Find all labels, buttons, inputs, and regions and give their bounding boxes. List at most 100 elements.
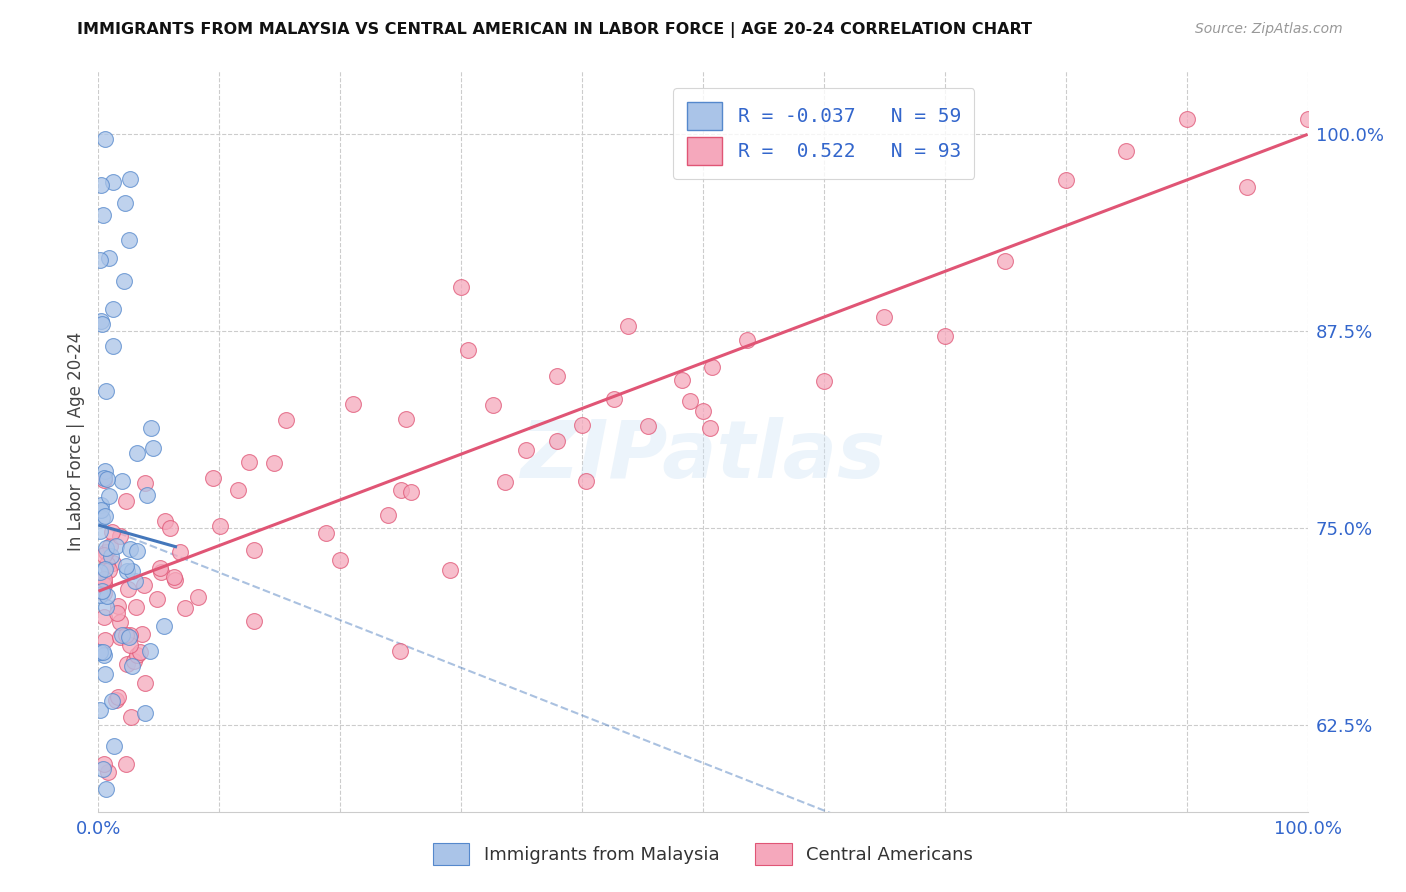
Point — [89, 645, 111, 659]
Y-axis label: In Labor Force | Age 20-24: In Labor Force | Age 20-24 — [66, 332, 84, 551]
Point — [700, 359, 723, 374]
Point — [115, 628, 138, 642]
Point — [114, 757, 136, 772]
Point — [117, 564, 139, 578]
Point — [110, 529, 132, 543]
Point — [571, 417, 593, 432]
Point — [103, 739, 125, 753]
Point — [107, 690, 129, 704]
Point — [457, 343, 479, 358]
Point — [1236, 179, 1258, 194]
Point — [131, 626, 153, 640]
Point — [91, 645, 114, 659]
Point — [93, 578, 115, 592]
Point — [315, 525, 337, 540]
Point — [679, 394, 702, 409]
Point — [121, 564, 143, 578]
Point — [139, 644, 162, 658]
Point — [90, 498, 112, 512]
Point — [90, 178, 112, 192]
Point — [187, 591, 209, 605]
Point — [735, 334, 758, 348]
Point — [93, 132, 115, 146]
Point — [671, 373, 693, 387]
Point — [93, 473, 115, 487]
Point — [107, 599, 129, 613]
Point — [118, 631, 141, 645]
Point — [482, 398, 505, 412]
Point — [163, 573, 186, 587]
Point — [111, 474, 134, 488]
Point — [547, 369, 569, 384]
Text: IMMIGRANTS FROM MALAYSIA VS CENTRAL AMERICAN IN LABOR FORCE | AGE 20-24 CORRELAT: IMMIGRANTS FROM MALAYSIA VS CENTRAL AMER… — [77, 22, 1032, 38]
Point — [101, 301, 124, 316]
Point — [96, 781, 118, 796]
Point — [201, 471, 224, 485]
Point — [146, 592, 169, 607]
Point — [91, 317, 114, 331]
Point — [149, 565, 172, 579]
Text: ZIPatlas: ZIPatlas — [520, 417, 886, 495]
Point — [93, 757, 115, 772]
Point — [127, 648, 149, 663]
Point — [934, 329, 956, 343]
Point — [96, 557, 118, 571]
Point — [90, 584, 112, 599]
Point — [96, 589, 118, 603]
Point — [101, 556, 124, 570]
Text: Source: ZipAtlas.com: Source: ZipAtlas.com — [1195, 22, 1343, 37]
Point — [546, 434, 568, 448]
Point — [108, 631, 131, 645]
Point — [813, 374, 835, 388]
Point — [89, 589, 111, 603]
Point — [97, 765, 120, 780]
Point — [94, 463, 117, 477]
Point — [238, 455, 260, 469]
Point — [134, 476, 156, 491]
Point — [100, 549, 122, 563]
Point — [450, 280, 472, 294]
Point — [94, 545, 117, 559]
Point — [93, 648, 115, 662]
Point — [173, 601, 195, 615]
Point — [93, 509, 115, 524]
Point — [494, 475, 516, 489]
Point — [91, 762, 114, 776]
Point — [94, 562, 117, 576]
Point — [134, 706, 156, 720]
Point — [134, 676, 156, 690]
Point — [122, 654, 145, 668]
Point — [117, 582, 139, 596]
Point — [118, 542, 141, 557]
Point — [124, 574, 146, 589]
Point — [118, 628, 141, 642]
Point — [243, 543, 266, 558]
Point — [1175, 112, 1198, 126]
Point — [101, 694, 124, 708]
Point — [515, 442, 537, 457]
Point — [329, 553, 352, 567]
Point — [125, 544, 148, 558]
Point — [112, 274, 135, 288]
Point — [243, 614, 266, 628]
Point — [94, 384, 117, 399]
Point — [125, 599, 148, 614]
Point — [101, 175, 124, 189]
Point — [110, 615, 132, 629]
Point — [93, 549, 115, 563]
Point — [121, 659, 143, 673]
Point — [153, 619, 176, 633]
Point — [699, 420, 721, 434]
Point — [169, 545, 191, 559]
Point — [104, 693, 127, 707]
Point — [274, 413, 297, 427]
Point — [94, 541, 117, 555]
Point — [129, 645, 152, 659]
Point — [105, 607, 128, 621]
Point — [263, 456, 285, 470]
Point — [111, 628, 134, 642]
Point — [389, 483, 412, 497]
Point — [149, 560, 172, 574]
Point — [93, 471, 115, 485]
Point — [120, 710, 142, 724]
